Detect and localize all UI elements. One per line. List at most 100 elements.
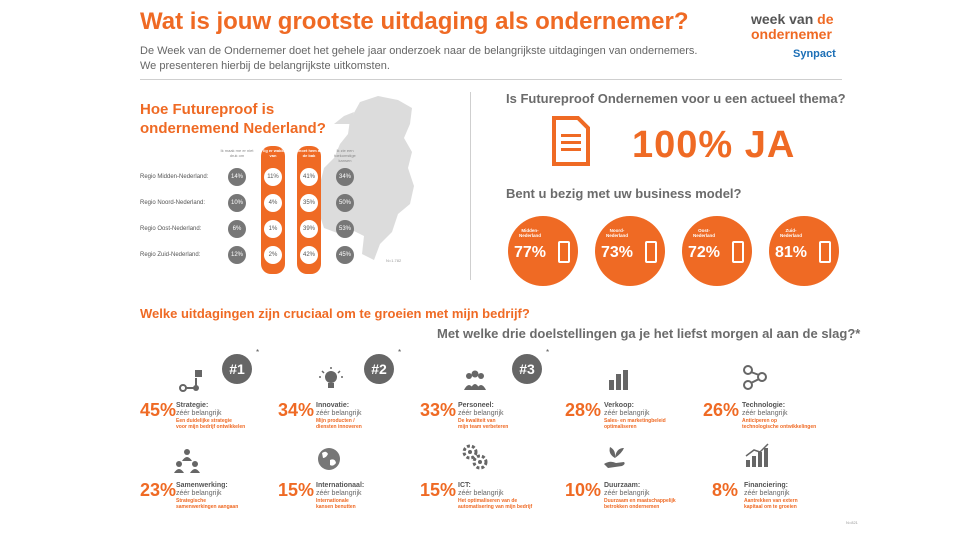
stat-description-2: mijn team verbeteren	[458, 424, 509, 430]
region-percentage: 81%	[775, 244, 808, 261]
stat-text: Verkoop: zéér belangrijk Sales- en marke…	[604, 402, 666, 430]
stat-title: Innovatie:	[316, 402, 350, 409]
stat-title: Technologie:	[742, 402, 786, 409]
stat-percentage: 15%	[420, 480, 457, 500]
region-label: Regio Noord-Nederland:	[140, 200, 206, 206]
logo-ondernemer-text: ondernemer	[751, 26, 832, 42]
futureproof-title-line-1: Hoe Futureproof is	[140, 101, 275, 118]
stat-title: Samenwerking:	[176, 482, 228, 489]
stat-percentage: 10%	[565, 480, 602, 500]
value-dot: 4%	[264, 194, 282, 212]
stat-description-2: optimaliseren	[604, 424, 637, 430]
document-icon	[552, 116, 590, 166]
people-icon	[464, 370, 486, 390]
uitdagingen-title: Welke uitdagingen zijn cruciaal om te gr…	[140, 306, 530, 321]
lightbulb-icon	[319, 367, 343, 388]
value-dot: 10%	[228, 194, 246, 212]
region-name-line-2: Nederland	[692, 233, 715, 238]
netherlands-map	[302, 96, 414, 260]
region-circle-noord: Noord- Nederland 73%	[595, 216, 665, 286]
uitdagingen-subtitle: Met welke drie doelstellingen ga je het …	[437, 326, 861, 341]
region-percentage: 73%	[601, 244, 634, 261]
column-header-1: Ik maak me er niet druk om	[220, 148, 254, 158]
stat-text: Samenwerking: zéér belangrijk Strategisc…	[176, 482, 238, 510]
value-dot: 39%	[300, 220, 318, 238]
footnote-star: *	[546, 348, 550, 357]
logo-week-van-de: week van de	[751, 12, 834, 26]
value-dot: 41%	[300, 168, 318, 186]
stat-subtitle: zéér belangrijk	[176, 490, 222, 497]
rank-badge-2: #2	[364, 354, 394, 384]
answer-100-ja: 100% JA	[632, 124, 796, 166]
stat-subtitle: zéér belangrijk	[458, 490, 504, 497]
stat-description-2: kapitaal om te groeien	[744, 504, 797, 510]
stat-title: Strategie:	[176, 402, 209, 409]
phone-icon	[732, 241, 744, 263]
stat-subtitle: zéér belangrijk	[316, 410, 362, 417]
column-header-2: Ik lig er wakker van	[258, 148, 288, 158]
stat-description-1: Anticiperen op	[742, 418, 778, 424]
strategy-flow-icon	[179, 370, 202, 392]
region-circle-zuid: Zuid- Nederland 81%	[769, 216, 839, 286]
stat-subtitle: zéér belangrijk	[742, 410, 788, 417]
value-dot: 11%	[264, 168, 282, 186]
value-dot: 12%	[228, 246, 246, 264]
plant-hand-icon	[604, 447, 625, 468]
sample-size-footnote: N=821	[846, 520, 858, 525]
stat-subtitle: zéér belangrijk	[316, 490, 362, 497]
value-dot: 35%	[300, 194, 318, 212]
phone-icon	[645, 241, 657, 263]
value-dot: 2%	[264, 246, 282, 264]
region-name: Zuid- Nederland	[769, 228, 813, 238]
rank-badge-1: #1	[222, 354, 252, 384]
team-network-icon	[174, 449, 200, 473]
footnote-star: *	[398, 348, 402, 357]
stat-subtitle: zéér belangrijk	[176, 410, 222, 417]
business-model-question: Bent u bezig met uw business model?	[506, 186, 742, 201]
section-divider	[470, 92, 471, 280]
logo-week-text: week van	[751, 11, 814, 27]
stat-description-1: De kwaliteit van	[458, 418, 496, 424]
phone-icon	[558, 241, 570, 263]
globe-icon	[318, 448, 340, 470]
column-header-4: Ik zie een toekomstige kansen	[334, 148, 356, 163]
region-name-line-1: Noord-	[609, 228, 625, 233]
stat-percentage: 28%	[565, 400, 602, 420]
stat-text: ICT: zéér belangrijk Het optimaliseren v…	[458, 482, 532, 510]
stat-description-1: Mijn producten /	[316, 418, 355, 424]
value-dot: 53%	[336, 220, 354, 238]
region-name-line-1: Zuid-	[785, 228, 797, 233]
stat-title: ICT:	[458, 482, 471, 489]
page-title: Wat is jouw grootste uitdaging als onder…	[140, 8, 689, 35]
stat-percentage: 45%	[140, 400, 177, 420]
logo-synpact: Synpact	[793, 48, 836, 60]
stat-title: Internationaal:	[316, 482, 365, 489]
futureproof-title: Hoe Futureproof is ondernemend Nederland…	[140, 100, 326, 138]
stat-text: Technologie: zéér belangrijk Anticiperen…	[742, 402, 816, 430]
value-dot: 45%	[336, 246, 354, 264]
growth-chart-icon	[745, 443, 769, 467]
stat-text: Internationaal: zéér belangrijk Internat…	[316, 482, 364, 510]
region-name: Oost- Nederland	[682, 228, 726, 238]
stat-percentage: 23%	[140, 480, 177, 500]
stat-description-1: Duurzaam en maatschappelijk	[604, 498, 676, 504]
stat-description-2: kansen benutten	[316, 504, 356, 510]
intro-line-2: We presenteren hierbij de belangrijkste …	[140, 60, 390, 72]
stat-title: Personeel:	[458, 402, 494, 409]
value-dot: 6%	[228, 220, 246, 238]
stat-percentage: 8%	[712, 480, 739, 500]
intro-line-1: De Week van de Ondernemer doet het gehel…	[140, 45, 698, 57]
stat-text: Innovatie: zéér belangrijk Mijn producte…	[316, 402, 362, 430]
region-name-line-1: Midden-	[521, 228, 539, 233]
stat-text: Duurzaam: zéér belangrijk Duurzaam en ma…	[604, 482, 676, 510]
actueel-question: Is Futureproof Ondernemen voor u een act…	[506, 91, 846, 106]
region-label: Regio Zuid-Nederland:	[140, 252, 201, 258]
value-dot: 34%	[336, 168, 354, 186]
stat-subtitle: zéér belangrijk	[744, 490, 790, 497]
futureproof-title-line-2: ondernemend Nederland?	[140, 120, 326, 137]
stat-description-2: automatisering van mijn bedrijf	[458, 504, 533, 510]
logo-ondernemer: ondernemer	[751, 26, 832, 42]
region-name: Noord- Nederland	[595, 228, 639, 238]
region-circle-oost: Oost- Nederland 72%	[682, 216, 752, 286]
stat-description-1: Het optimaliseren van de	[458, 498, 518, 504]
